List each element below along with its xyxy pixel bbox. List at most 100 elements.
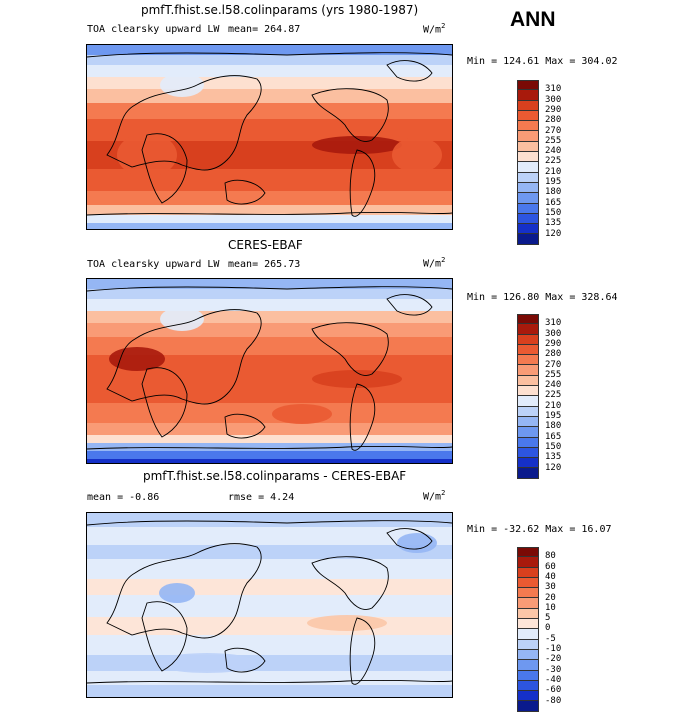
coastline [141, 601, 188, 672]
colorbar-segment [517, 608, 539, 620]
colorbar-tick-label: 195 [545, 177, 562, 187]
colorbar-tick-label: 270 [545, 125, 562, 136]
colorbar-segment [517, 468, 539, 479]
colorbar-segment [517, 324, 539, 335]
colorbar-tick-label: 195 [545, 411, 562, 421]
panel2-map [86, 278, 453, 464]
field-band [87, 595, 452, 617]
panel1-map [86, 44, 453, 230]
colorbar-segment [517, 213, 539, 225]
coastline [87, 211, 452, 216]
panel1-coastlines [87, 52, 452, 217]
field-band [87, 191, 452, 205]
colorbar-segment [517, 427, 539, 438]
colorbar-tick-label: 30 [545, 582, 556, 593]
colorbar-tick-label: 180 [545, 421, 562, 432]
colorbar-tick-label: 0 [545, 623, 551, 634]
coastline [224, 179, 266, 205]
panel3-colorbar [517, 547, 539, 712]
colorbar-tick-label: 210 [545, 400, 562, 411]
colorbar-tick-label: 280 [545, 349, 562, 360]
colorbar-segment [517, 365, 539, 376]
field-band [87, 435, 452, 443]
coastline [386, 528, 433, 550]
field-band [87, 423, 452, 435]
panel2-title: CERES-EBAF [228, 238, 303, 252]
colorbar-tick-label: -80 [545, 695, 562, 706]
colorbar-tick-label: 240 [545, 146, 562, 157]
field-band [87, 579, 452, 595]
field-band [87, 223, 452, 229]
panel3-mean: mean = -0.86 [87, 492, 160, 503]
panel1-mean: mean= 264.87 [228, 24, 301, 35]
colorbar-tick-label: 135 [545, 452, 562, 463]
field-band [87, 45, 452, 55]
field-band [87, 635, 452, 655]
field-band [87, 103, 452, 119]
panel1-bands [87, 45, 452, 229]
panel3-coastlines [87, 520, 452, 685]
colorbar-segment [517, 172, 539, 183]
colorbar-tick-label: 180 [545, 187, 562, 198]
colorbar-tick-label: 310 [545, 318, 562, 329]
colorbar-tick-label: 300 [545, 94, 562, 105]
panel2-colorbar [517, 314, 539, 479]
colorbar-segment [517, 131, 539, 142]
coastline [87, 52, 452, 58]
field-band [87, 289, 452, 299]
colorbar-segment [517, 437, 539, 448]
colorbar-segment [517, 141, 539, 153]
panel3-bands [87, 513, 452, 697]
colorbar-segment [517, 416, 539, 428]
field-band [87, 527, 452, 545]
coastline [106, 309, 262, 405]
panel3-minmax: Min = -32.62 Max = 16.07 [467, 524, 612, 535]
field-blob [160, 307, 204, 331]
colorbar-tick-label: 135 [545, 218, 562, 229]
colorbar-segment [517, 660, 539, 671]
colorbar-segment [517, 152, 539, 163]
colorbar-segment [517, 224, 539, 235]
colorbar-tick-label: 310 [545, 84, 562, 95]
panel2-bands [87, 279, 452, 463]
colorbar-segment [517, 334, 539, 345]
colorbar-segment [517, 406, 539, 417]
field-band [87, 559, 452, 579]
colorbar-tick-label: 165 [545, 431, 562, 442]
colorbar-tick-label: 300 [545, 328, 562, 339]
colorbar-segment [517, 100, 539, 111]
field-band [87, 311, 452, 323]
colorbar-segment [517, 567, 539, 578]
field-band [87, 279, 452, 289]
coastline [87, 520, 452, 526]
colorbar-segment [517, 588, 539, 599]
colorbar-tick-label: 150 [545, 207, 562, 218]
colorbar-segment [517, 314, 539, 325]
panel3-title: pmfT.fhist.se.l58.colinparams - CERES-EB… [143, 469, 407, 483]
colorbar-segment [517, 386, 539, 397]
coastline [141, 367, 188, 438]
colorbar-segment [517, 234, 539, 245]
coastline [87, 286, 452, 292]
colorbar-tick-label: 120 [545, 228, 562, 239]
panel3-units: W/m2 [423, 489, 446, 503]
field-blob [160, 73, 204, 97]
field-blob [312, 370, 402, 388]
field-blob [307, 615, 387, 631]
coastline [106, 543, 262, 639]
coastline [141, 133, 188, 204]
colorbar-tick-label: 255 [545, 135, 562, 146]
panel1-title: pmfT.fhist.se.l58.colinparams (yrs 1980-… [141, 3, 419, 17]
colorbar-segment [517, 121, 539, 132]
colorbar-segment [517, 344, 539, 356]
colorbar-segment [517, 458, 539, 469]
colorbar-tick-label: -30 [545, 664, 562, 675]
field-band [87, 77, 452, 89]
colorbar-segment [517, 701, 539, 712]
field-band [87, 299, 452, 311]
colorbar-tick-label: -20 [545, 654, 562, 665]
colorbar-segment [517, 680, 539, 692]
panel3-rmse: rmse = 4.24 [228, 492, 295, 503]
colorbar-segment [517, 80, 539, 91]
panel2-mean: mean= 265.73 [228, 259, 301, 270]
